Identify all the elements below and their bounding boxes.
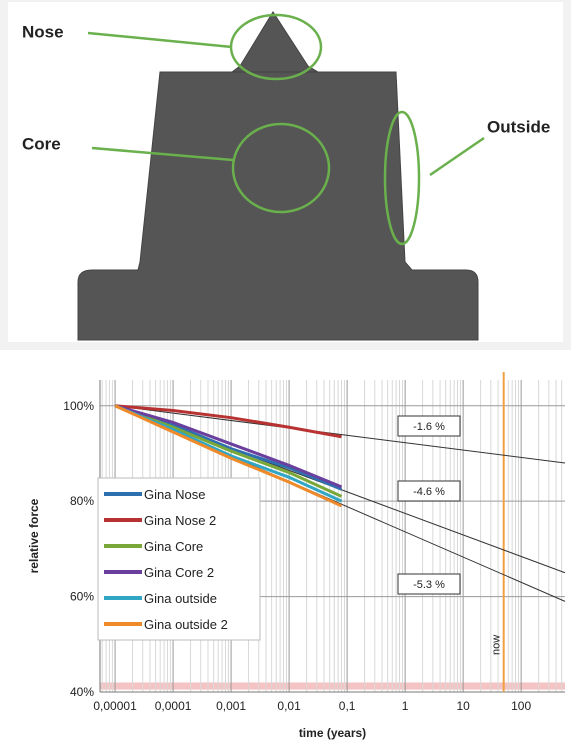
outside-ellipse <box>383 110 421 246</box>
x-tick-label: 0,00001 <box>93 699 137 713</box>
nose-pointer <box>87 31 233 49</box>
y-tick-label: 100% <box>63 399 94 413</box>
legend-label: Gina Nose <box>144 487 205 502</box>
trend-label-box <box>397 480 461 502</box>
y-tick-label: 80% <box>70 494 94 508</box>
x-tick-label: 10 <box>456 699 470 713</box>
nose-label: Nose <box>22 22 64 41</box>
series-line <box>114 404 343 489</box>
core-ellipse <box>231 122 331 214</box>
part-body <box>77 71 479 341</box>
trend-label-box <box>397 415 461 437</box>
y-tick-label: 40% <box>70 685 94 699</box>
chart: 0,00001 0,0001 0,001 0,01 0,1 1 10 100 40% 60% 80%… <box>27 372 566 740</box>
legend-label: Gina Nose 2 <box>144 513 216 528</box>
series-line <box>114 404 342 439</box>
legend-box <box>97 477 261 641</box>
trend-label: -1.6 % <box>413 421 445 433</box>
chart-panel <box>0 350 571 744</box>
x-tick-label: 0,1 <box>339 699 356 713</box>
highlight-band <box>100 682 565 690</box>
outside-pointer <box>429 136 485 177</box>
trend-line <box>114 405 566 464</box>
legend-label: Gina Core <box>144 539 203 554</box>
legend-label: Gina outside <box>144 591 217 606</box>
trend-label: -5.3 % <box>413 579 445 591</box>
markers <box>87 13 485 246</box>
core-label: Core <box>22 134 61 153</box>
y-axis-title: relative force <box>27 498 41 573</box>
series-line <box>114 404 343 508</box>
x-tick-label: 1 <box>402 699 409 713</box>
x-tick-label: 100 <box>511 699 531 713</box>
trend-label-box <box>397 573 461 595</box>
outside-label: Outside <box>487 117 550 136</box>
x-axis-title: time (years) <box>299 726 366 740</box>
core-pointer <box>91 146 234 162</box>
x-tick-label: 0,001 <box>216 699 246 713</box>
now-label: now <box>491 635 503 655</box>
legend-label: Gina Core 2 <box>144 565 214 580</box>
trend-label: -4.6 % <box>413 486 445 498</box>
x-tick-label: 0,01 <box>277 699 301 713</box>
legend-label: Gina outside 2 <box>144 617 228 632</box>
y-tick-label: 60% <box>70 590 94 604</box>
x-tick-label: 0,0001 <box>155 699 192 713</box>
